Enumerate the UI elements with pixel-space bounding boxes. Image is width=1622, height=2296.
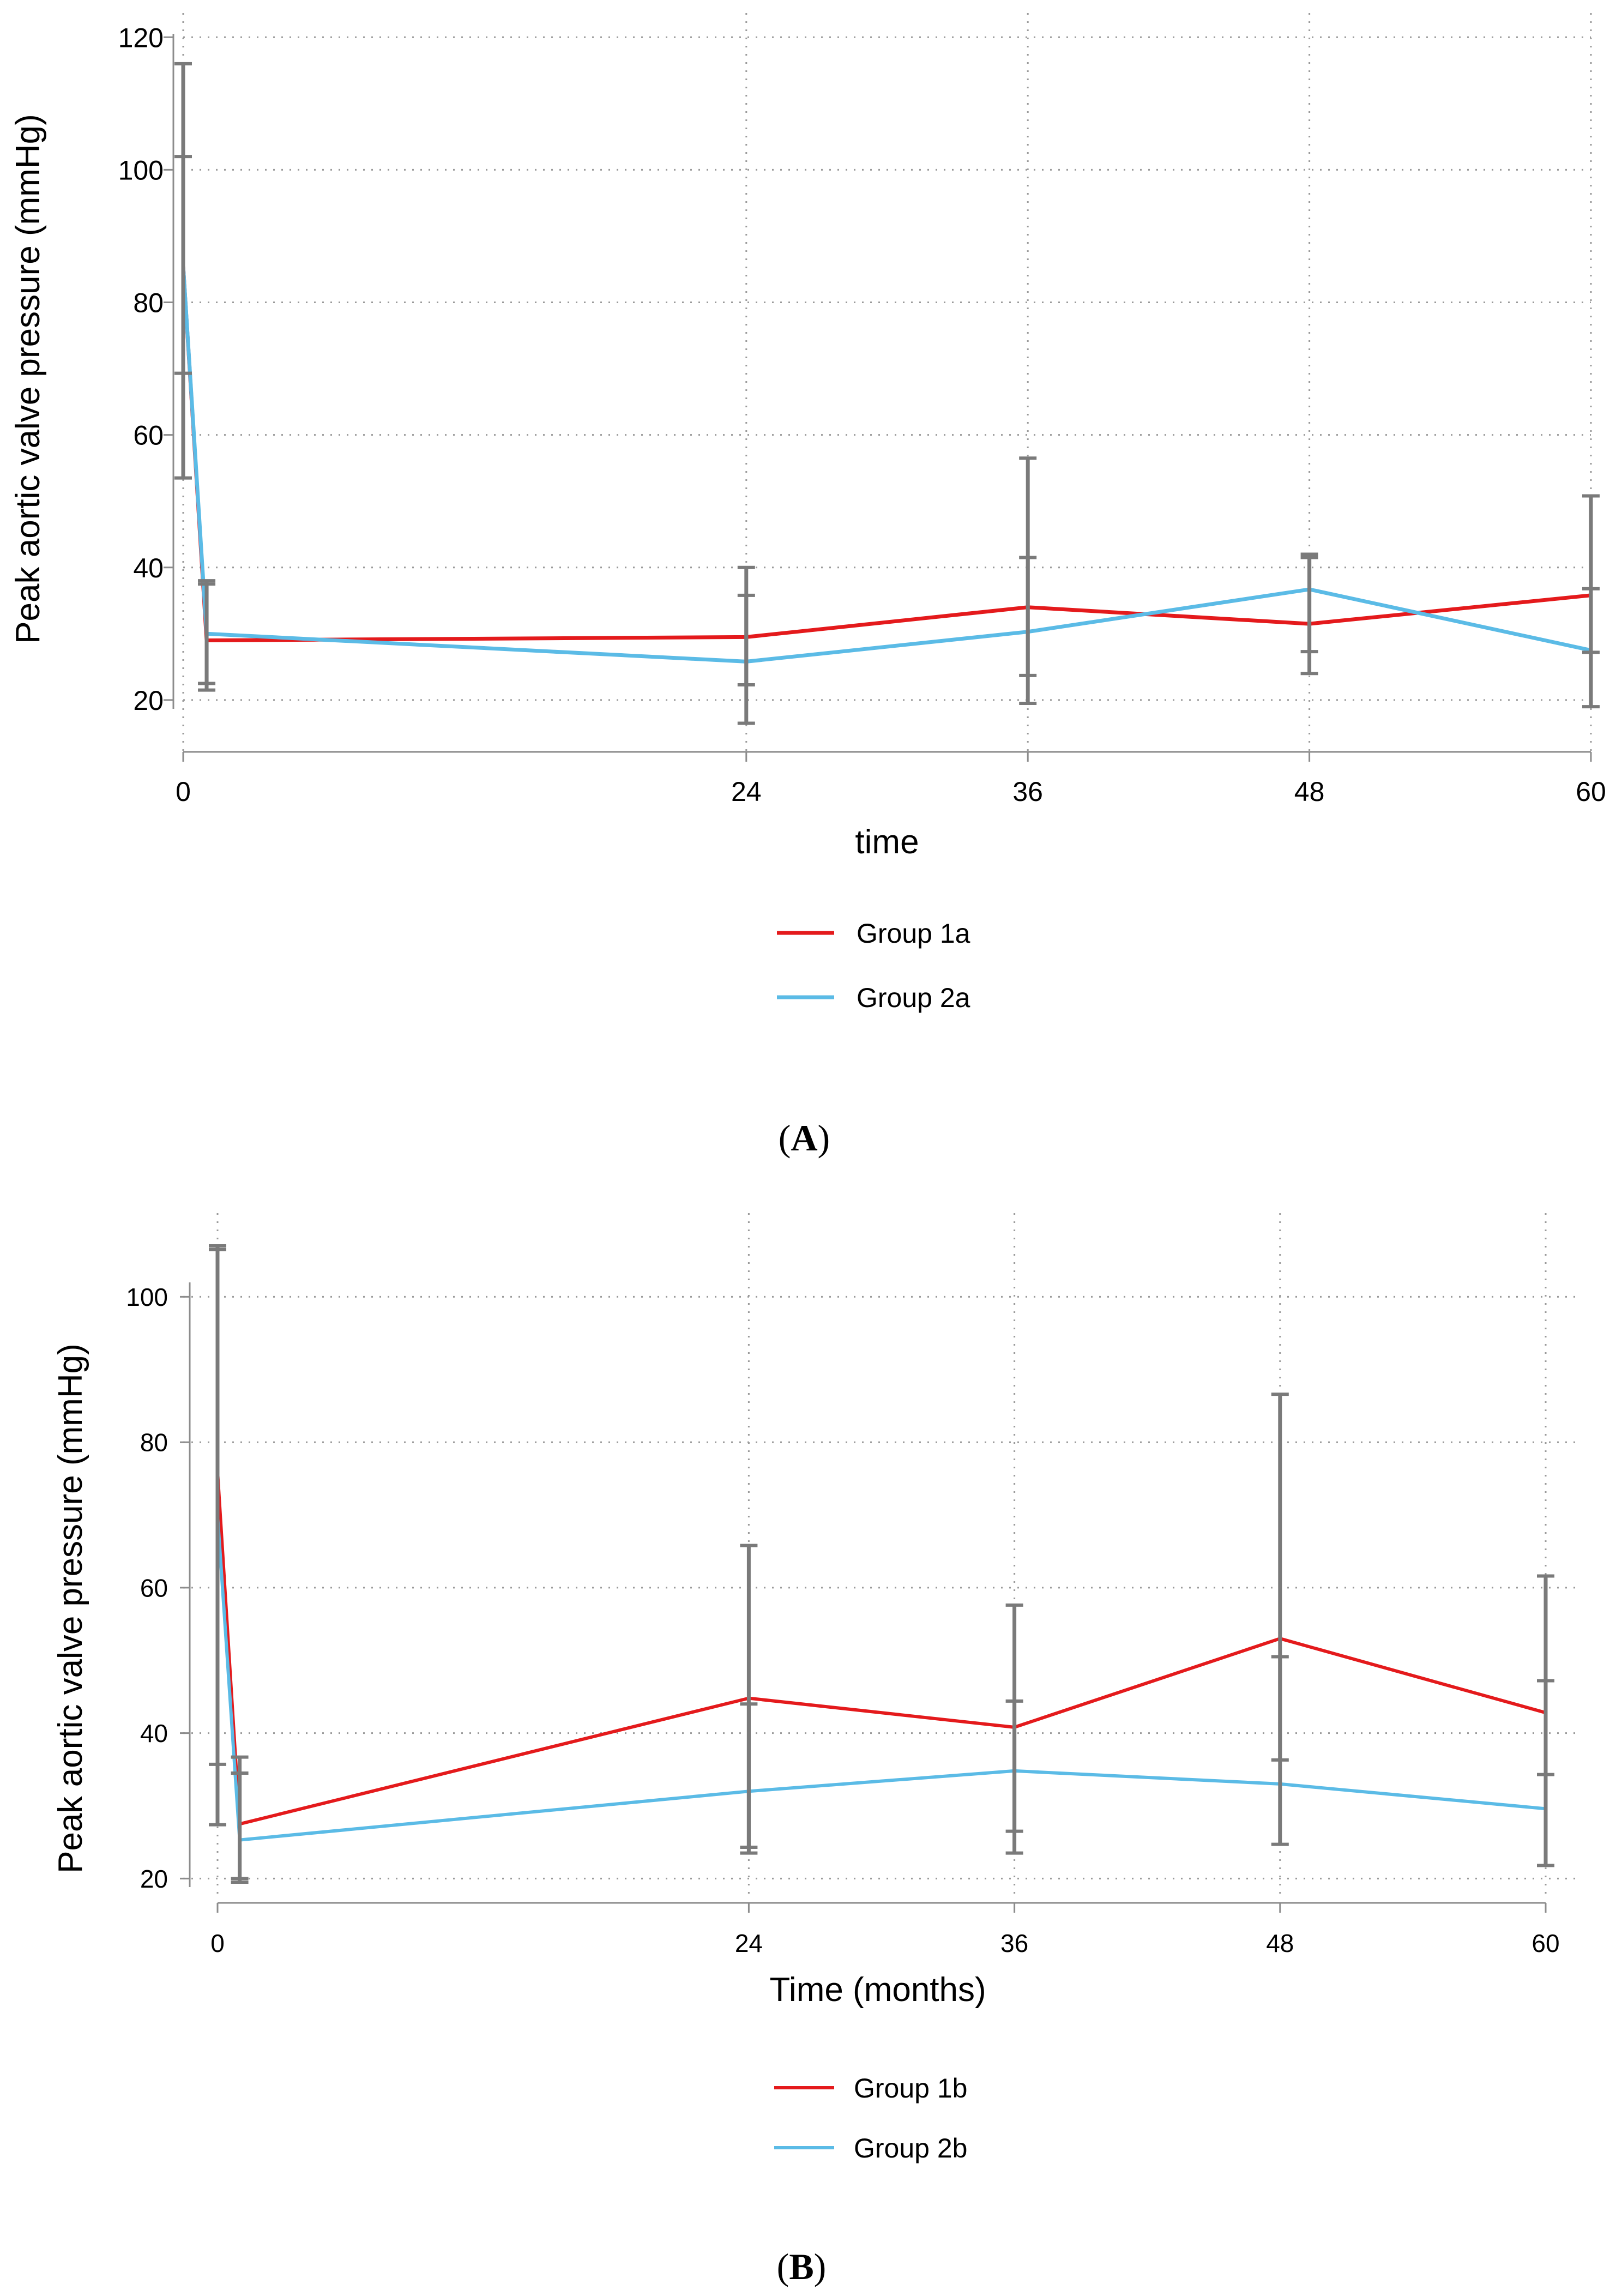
panel-b-grid — [183, 1213, 1578, 1899]
panel-b-series-2-error-bar — [231, 1771, 249, 1884]
panel-b-y-tick-label: 60 — [140, 1574, 168, 1602]
panel-a-tick-labels: 20 40 60 80 100 120 0 24 36 48 60 — [118, 22, 1606, 807]
panel-b-series-2-error-bar — [209, 1248, 226, 1827]
panel-a-legend-label-series-1: Group 1a — [857, 918, 970, 949]
panel-a-legend-label-series-2: Group 2a — [857, 983, 970, 1013]
panel-a-axes — [164, 34, 1592, 762]
panel-b-legend-label-series-2: Group 2b — [854, 2133, 967, 2164]
panel-a-label-letter: A — [791, 1117, 817, 1159]
panel-a-series-2-line — [181, 266, 1591, 664]
panel-a-y-tick-label: 40 — [133, 553, 164, 583]
panel-a-series-2-error-bar — [1300, 556, 1318, 654]
panel-b-legend-label-series-1: Group 1b — [854, 2073, 967, 2104]
panel-a-y-tick-label: 100 — [118, 155, 164, 185]
panel-a-y-tick-label: 120 — [118, 22, 164, 53]
panel-b-tick-labels: 20 40 60 80 100 0 24 36 48 60 — [126, 1283, 1559, 1957]
panel-b-series-2-error-bar — [1537, 1679, 1554, 1776]
panel-a-y-tick-label: 60 — [133, 420, 164, 451]
panel-b-y-axis-label: Peak aortic valve pressure (mmHg) — [52, 1343, 89, 1873]
panel-a-series-2-error-bar — [1019, 556, 1037, 677]
panel-b-legend: Group 1b Group 2b — [774, 2073, 967, 2164]
panel-a-error-bars — [174, 62, 1600, 725]
panel-b: 20 40 60 80 100 0 24 36 48 60 Time (months) Peak … — [52, 1213, 1578, 2287]
panel-b-x-tick-label: 24 — [735, 1929, 763, 1957]
panel-a-label: (A) — [779, 1117, 830, 1159]
panel-a-x-tick-label: 0 — [176, 776, 191, 807]
panel-a: 20 40 60 80 100 120 0 24 36 48 60 time Peak aortic… — [9, 13, 1606, 1159]
panel-b-error-bars — [209, 1244, 1554, 1884]
panel-a-series-2-error-bar — [1582, 587, 1600, 654]
panel-b-x-tick-label: 36 — [1000, 1929, 1028, 1957]
panel-b-series — [216, 1471, 1546, 1842]
panel-b-y-tick-label: 80 — [140, 1429, 168, 1457]
panel-b-label-letter: B — [789, 2246, 813, 2287]
panel-a-series — [181, 266, 1591, 664]
panel-b-series-2-error-bar — [740, 1702, 758, 1849]
panel-b-series-2-error-bar — [1271, 1655, 1289, 1762]
panel-a-series-2-error-bar — [198, 582, 216, 692]
panel-a-x-tick-label: 36 — [1012, 776, 1043, 807]
panel-a-x-tick-label: 48 — [1294, 776, 1325, 807]
panel-a-y-tick-label: 20 — [133, 685, 164, 716]
panel-b-series-2-error-bar — [1005, 1699, 1023, 1833]
panel-b-y-tick-label: 20 — [140, 1865, 168, 1893]
panel-a-x-tick-label: 60 — [1576, 776, 1606, 807]
panel-b-series-1-error-bar — [1271, 1393, 1289, 1846]
panel-a-legend: Group 1a Group 2a — [777, 918, 970, 1013]
panel-b-x-tick-label: 0 — [210, 1929, 225, 1957]
panel-b-label: (B) — [777, 2246, 827, 2287]
panel-a-y-axis-label: Peak aortic valve pressure (mmHg) — [9, 114, 47, 644]
panel-a-y-tick-label: 80 — [133, 288, 164, 318]
panel-b-x-axis-label: Time (months) — [769, 1971, 986, 2009]
panel-b-x-tick-label: 48 — [1266, 1929, 1294, 1957]
panel-a-x-axis-label: time — [855, 823, 919, 861]
panel-b-x-tick-label: 60 — [1531, 1929, 1559, 1957]
panel-b-axes — [180, 1282, 1547, 1913]
panel-a-series-2-error-bar — [737, 593, 755, 686]
panel-b-series-2-line — [216, 1515, 1546, 1842]
panel-a-x-tick-label: 24 — [731, 776, 762, 807]
panel-a-series-2-error-bar — [174, 155, 192, 375]
panel-b-y-tick-label: 100 — [126, 1283, 168, 1311]
panel-b-y-tick-label: 40 — [140, 1719, 168, 1747]
